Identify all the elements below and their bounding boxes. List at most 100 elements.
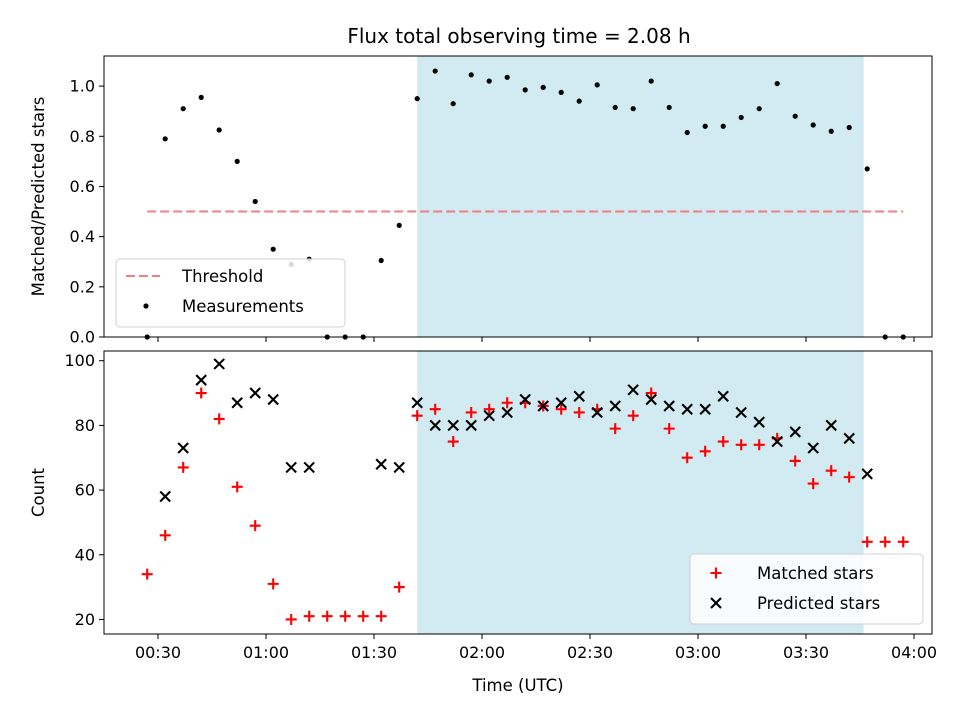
- measurement-point: [162, 136, 168, 142]
- matched-stars-point: [609, 423, 621, 435]
- predicted-stars-point: [573, 390, 585, 403]
- measurement-point: [684, 129, 690, 136]
- predicted-stars-point: [627, 384, 639, 396]
- predicted-stars-point: [753, 416, 765, 428]
- matched-stars-point: [645, 387, 657, 399]
- matched-stars-point: [699, 445, 711, 457]
- bottom-chart: 20 40 60 80 100 00:30 01:00 01:30 02:00 02:30 03:0…: [29, 350, 937, 695]
- measurement-point: [198, 94, 204, 100]
- predicted-stars-point: [717, 390, 729, 403]
- bottom-y-tick-label: 60: [75, 481, 95, 500]
- predicted-stars-point: [195, 374, 207, 386]
- matched-stars-point: [753, 439, 765, 451]
- measurement-point: [792, 113, 798, 119]
- predicted-stars-point: [483, 409, 495, 422]
- measurement-point: [774, 80, 780, 87]
- predicted-stars-point: [501, 406, 513, 419]
- measurement-point: [630, 106, 636, 112]
- matched-stars-point: [717, 436, 729, 448]
- predicted-stars-point: [735, 406, 747, 419]
- bottom-y-tick-label: 20: [75, 610, 95, 629]
- top-series-dot: [144, 68, 906, 340]
- matched-stars-point: [897, 536, 909, 548]
- legend-predicted-swatch: [710, 597, 722, 609]
- predicted-stars-point: [447, 419, 459, 432]
- matched-stars-point: [861, 536, 873, 548]
- predicted-stars-point: [267, 393, 279, 406]
- x-tick-label: 03:30: [783, 643, 829, 662]
- measurement-point: [486, 78, 492, 84]
- predicted-stars-point: [177, 442, 189, 454]
- predicted-stars-point: [645, 393, 657, 406]
- matched-stars-point: [303, 610, 315, 622]
- top-chart: 0.0 0.2 0.4 0.6 0.8 1.0 Matched/Predicted star…: [29, 55, 933, 347]
- top-observing-window: [417, 56, 864, 337]
- matched-stars-point: [825, 465, 837, 477]
- matched-stars-point: [249, 520, 261, 532]
- matched-stars-point: [375, 610, 387, 622]
- measurement-point: [846, 124, 852, 131]
- top-chart-title: Flux total observing time = 2.08 h: [347, 24, 690, 48]
- matched-stars-point: [663, 423, 675, 435]
- matched-stars-point: [357, 610, 369, 622]
- bottom-series-x: [159, 358, 873, 503]
- matched-stars-point: [285, 613, 297, 625]
- predicted-stars-point: [681, 403, 693, 415]
- bottom-legend: [689, 553, 924, 625]
- predicted-stars-point: [393, 461, 405, 474]
- measurement-point: [558, 89, 564, 95]
- measurement-point: [810, 122, 816, 128]
- matched-stars-point: [735, 439, 747, 451]
- legend-matched-swatch: [710, 567, 722, 579]
- predicted-stars-point: [213, 358, 225, 370]
- matched-stars-point: [555, 403, 567, 415]
- predicted-stars-point: [825, 419, 837, 432]
- matched-stars-point: [465, 406, 477, 418]
- matched-stars-point: [231, 481, 243, 493]
- matched-stars-point: [411, 410, 423, 422]
- matched-stars-point: [501, 397, 513, 409]
- matched-stars-point: [807, 478, 819, 490]
- predicted-stars-point: [537, 400, 549, 412]
- measurement-point: [234, 158, 240, 164]
- measurement-point: [612, 104, 618, 111]
- matched-stars-point: [159, 529, 171, 541]
- matched-stars-point: [879, 536, 891, 548]
- top-y-tick-label: 0.4: [70, 227, 95, 246]
- bottom-y-tick-label: 80: [75, 416, 95, 435]
- matched-stars-point: [447, 436, 459, 448]
- matched-stars-point: [789, 455, 801, 467]
- measurement-point: [864, 166, 870, 172]
- matched-stars-point: [267, 578, 279, 590]
- measurement-point: [756, 106, 762, 112]
- predicted-stars-point: [555, 397, 567, 409]
- matched-stars-point: [141, 568, 153, 580]
- matched-stars-point: [195, 387, 207, 399]
- top-y-tick-label: 0.0: [70, 328, 95, 347]
- measurement-point: [414, 96, 420, 102]
- predicted-stars-point: [789, 426, 801, 438]
- top-plot-frame: [103, 55, 933, 338]
- matched-stars-point: [213, 413, 225, 425]
- measurement-point: [594, 82, 600, 88]
- matched-stars-point: [339, 610, 351, 622]
- measurement-point: [522, 87, 528, 93]
- predicted-stars-point: [159, 490, 171, 503]
- matched-stars-point: [573, 406, 585, 418]
- predicted-stars-point: [249, 387, 261, 399]
- top-y-tick-label: 0.2: [70, 277, 95, 296]
- measurement-point: [180, 106, 186, 112]
- measurement-point: [828, 128, 834, 134]
- measurement-point: [504, 74, 510, 80]
- predicted-stars-point: [519, 393, 531, 406]
- matched-stars-point: [681, 452, 693, 464]
- x-tick-label: 04:00: [891, 643, 937, 662]
- x-tick-label: 01:00: [243, 643, 289, 662]
- predicted-stars-point: [699, 403, 711, 415]
- measurement-point: [738, 114, 744, 121]
- matched-stars-point: [627, 410, 639, 422]
- top-y-axis-label: Matched/Predicted stars: [29, 97, 48, 297]
- measurement-point: [540, 84, 546, 90]
- predicted-stars-point: [771, 435, 783, 448]
